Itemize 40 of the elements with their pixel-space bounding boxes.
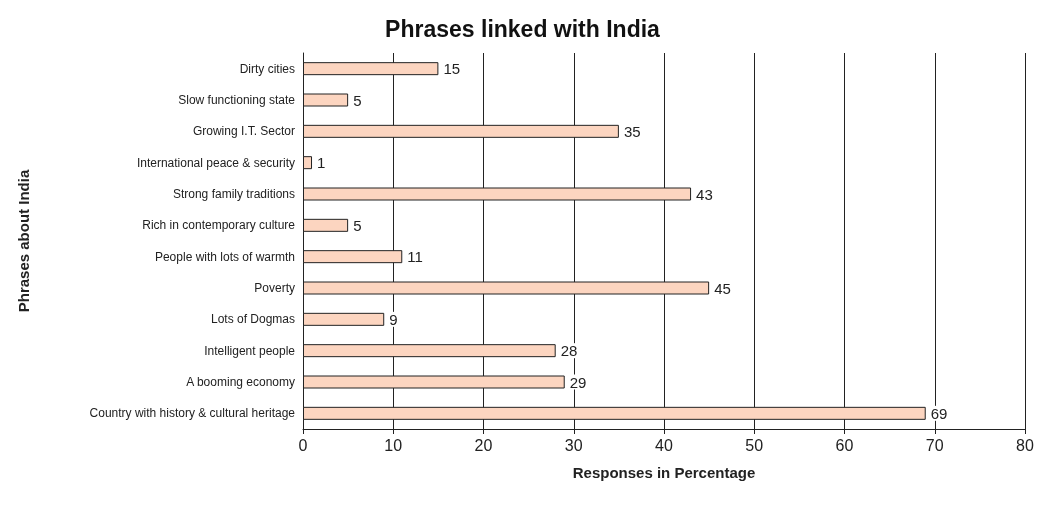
x-tick-label: 20 (474, 436, 493, 454)
bar (303, 156, 313, 170)
data-label: 35 (623, 122, 641, 140)
x-tick-label: 0 (298, 436, 308, 454)
x-tick-label: 50 (745, 436, 764, 454)
y-tick-label: Poverty (254, 281, 295, 295)
x-tick-label: 60 (835, 436, 854, 454)
x-tick-label: 10 (384, 436, 403, 454)
y-tick-label: Rich in contemporary culture (142, 218, 296, 233)
data-label: 43 (696, 185, 713, 203)
y-tick-label: Strong family traditions (172, 187, 295, 201)
x-tick-label: 80 (1016, 436, 1034, 454)
y-tick-label: Dirty cities (239, 61, 295, 76)
data-label: 11 (407, 248, 423, 266)
data-label: 9 (389, 310, 398, 328)
x-tick-label: 30 (564, 436, 583, 454)
y-tick-label: People with lots of warmth (154, 249, 295, 264)
chart-title: Phrases linked with India (385, 15, 661, 42)
y-tick-label: A booming economy (186, 375, 295, 389)
y-tick-label: Slow functioning state (178, 93, 296, 107)
y-tick-label: Lots of Dogmas (210, 312, 295, 327)
bar (303, 218, 349, 232)
data-label: 5 (353, 216, 362, 234)
data-label: 15 (443, 60, 461, 78)
x-tick-label: 40 (655, 436, 673, 454)
data-label: 1 (317, 154, 326, 172)
data-label: 69 (930, 404, 948, 422)
y-tick-label: International peace & security (136, 155, 295, 170)
bar (303, 93, 349, 107)
bar (303, 312, 385, 326)
y-tick-label: Country with history & cultural heritage (89, 406, 296, 421)
data-label: 45 (714, 279, 731, 297)
y-tick-label: Growing I.T. Sector (192, 124, 295, 139)
x-axis-title: Responses in Percentage (572, 464, 756, 481)
data-label: 29 (569, 373, 587, 391)
x-tick-label: 70 (925, 436, 944, 454)
y-tick-label: Intelligent people (204, 343, 296, 358)
data-label: 5 (353, 91, 362, 109)
y-axis-title: Phrases about India (15, 169, 32, 313)
data-label: 28 (560, 342, 578, 360)
